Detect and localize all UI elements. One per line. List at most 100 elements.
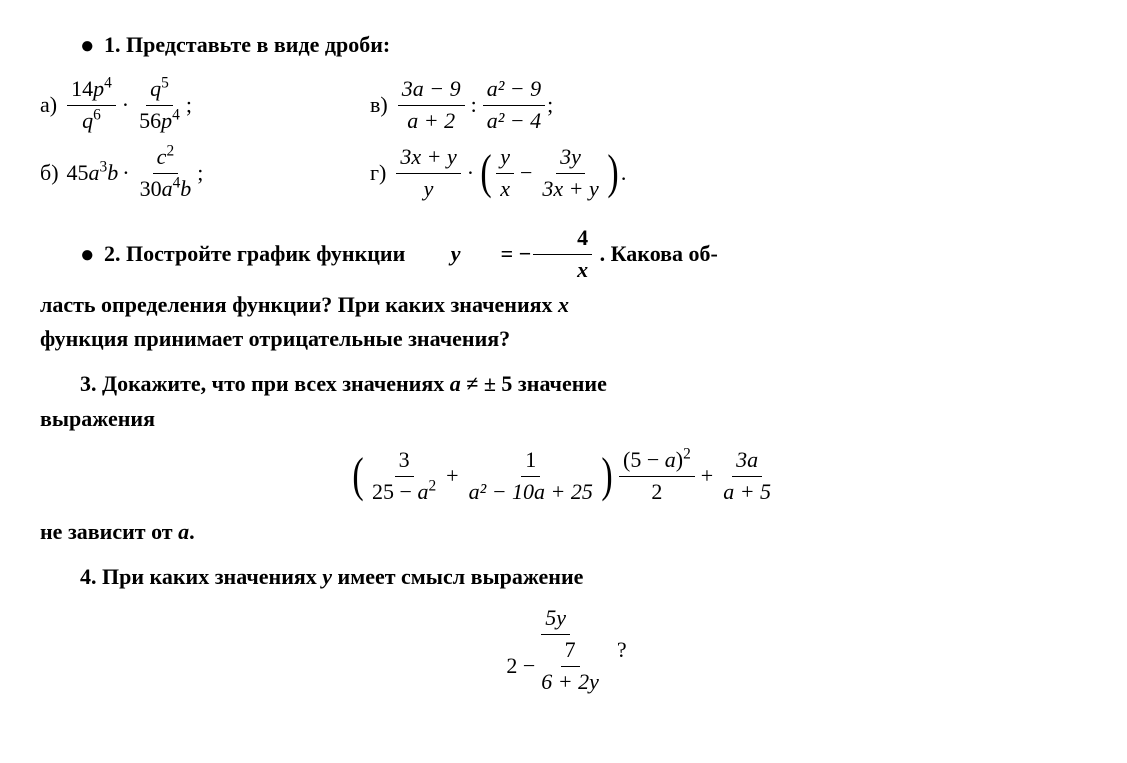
problem-3-expression: ( 3 25 − a2 + 1 a² − 10a + 25 ) (5 − a)2… [40, 445, 1087, 508]
problem-1v: в) 3a − 9 a + 2 : a² − 9 a² − 4 ; [370, 74, 1087, 137]
problem-1-row-1: а) 14p4 q6 · q5 56p4 ; в) 3a − 9 a + 2 :… [40, 74, 1087, 137]
text: функция принимает отрицательные значения… [40, 326, 510, 351]
den: a² − 4 [483, 106, 545, 137]
text: ) [676, 447, 683, 472]
var: a [162, 176, 173, 201]
bullet-icon: ● [80, 33, 95, 59]
frac-1v-1: 3a − 9 a + 2 [398, 74, 465, 137]
problem-4-line1: 4. При каких значениях y имеет смысл выр… [40, 562, 1087, 593]
problem-4-number: 4. [80, 564, 97, 589]
num: 3a − 9 [398, 74, 465, 106]
plus-op: + [701, 461, 713, 492]
semicolon: ; [197, 158, 203, 189]
minus-op: − [520, 158, 532, 189]
semicolon: ; [547, 90, 553, 121]
question-mark: ? [617, 635, 627, 666]
exp: 6 [93, 106, 101, 123]
num: 7 [561, 635, 580, 667]
num: a² − 9 [483, 74, 545, 106]
text: ласть определения функции? При каких зна… [40, 292, 558, 317]
frac-1a-1: 14p4 q6 [67, 74, 116, 137]
label-b: б) [40, 158, 59, 189]
var: a [665, 447, 676, 472]
frac-4-outer: 5y 2 − 7 6 + 2y [502, 603, 609, 697]
num: 1 [521, 445, 540, 477]
exp: 2 [166, 143, 174, 160]
frac-1v-2: a² − 9 a² − 4 [483, 74, 545, 137]
var: a [417, 479, 428, 504]
problem-2-line2: ласть определения функции? При каких зна… [40, 290, 1087, 321]
problem-2-line1: ● 2. Постройте график функции y = − 4 x … [40, 223, 1087, 286]
frac-3-3: (5 − a)2 2 [619, 445, 695, 508]
a-var: a [450, 371, 461, 396]
coef: 14 [71, 76, 93, 101]
problem-1b: б) 45a3b · c2 30a4b ; [40, 142, 370, 205]
dot-op: · [122, 90, 129, 121]
exp: 5 [161, 74, 169, 91]
text: 25 − [372, 479, 417, 504]
problem-3-number: 3. [80, 371, 97, 396]
den: a + 2 [403, 106, 459, 137]
den: a² − 10a + 25 [465, 477, 597, 508]
lparen-icon: ( [480, 154, 491, 193]
problem-2-line3: функция принимает отрицательные значения… [40, 324, 1087, 355]
text: выражения [40, 406, 155, 431]
den: x [496, 174, 514, 205]
frac-4-inner: 7 6 + 2y [537, 635, 603, 698]
rparen-icon: ) [607, 154, 618, 193]
coef: 30 [140, 176, 162, 201]
num: 5y [541, 603, 570, 635]
var: q [82, 108, 93, 133]
num: 3 [395, 445, 414, 477]
problem-3-text2: значение [518, 371, 607, 396]
num: 3a [732, 445, 762, 477]
plus-op: + [446, 461, 458, 492]
problem-1-row-2: б) 45a3b · c2 30a4b ; г) 3x + y y · ( y … [40, 142, 1087, 205]
period: . [189, 519, 195, 544]
rparen-icon: ) [601, 457, 612, 496]
problem-2-text-after: . Какова об- [600, 241, 718, 266]
problem-1-header: ● 1. Представьте в виде дроби: [40, 30, 1087, 64]
problem-4-expression: 5y 2 − 7 6 + 2y ? [40, 603, 1087, 697]
problem-1-title: Представьте в виде дроби: [126, 32, 390, 57]
exp: 4 [104, 74, 112, 91]
den: a + 5 [719, 477, 775, 508]
var: c [157, 144, 167, 169]
var: q [150, 76, 161, 101]
frac-1b: c2 30a4b [136, 142, 196, 205]
exp: 2 [683, 445, 691, 462]
var: p [161, 108, 172, 133]
den: y [420, 174, 438, 205]
y-var: y [322, 564, 332, 589]
problem-1g: г) 3x + y y · ( y x − 3y 3x + y ) . [370, 142, 1087, 205]
num: 3y [556, 142, 585, 174]
x-var: x [558, 292, 569, 317]
var: p [93, 76, 104, 101]
colon-op: : [471, 90, 477, 121]
num: y [496, 142, 514, 174]
problem-2-text1: Постройте график функции [126, 241, 411, 266]
frac-1g-3: 3y 3x + y [538, 142, 602, 205]
problem-4-text1: При каких значениях [102, 564, 322, 589]
problem-1-number: 1. [104, 32, 121, 57]
semicolon: ; [186, 90, 192, 121]
label-v: в) [370, 90, 388, 121]
a-var: a [178, 519, 189, 544]
coef: 45 [67, 160, 89, 185]
lparen-icon: ( [352, 457, 363, 496]
var: b [180, 176, 191, 201]
text: 2 − [506, 651, 535, 682]
exp: 4 [172, 106, 180, 123]
problem-3-text1: Докажите, что при всех значениях [102, 371, 450, 396]
bullet-icon: ● [80, 242, 95, 268]
var: a [89, 160, 100, 185]
frac-1g-2: y x [496, 142, 514, 205]
frac-1g-1: 3x + y y [396, 142, 460, 205]
num: 4 [533, 223, 592, 255]
frac-3-1: 3 25 − a2 [368, 445, 440, 508]
frac-3-4: 3a a + 5 [719, 445, 775, 508]
var: b [107, 160, 118, 185]
problem-3-line2: выражения [40, 404, 1087, 435]
text: не зависит от [40, 519, 178, 544]
text: (5 − [623, 447, 665, 472]
